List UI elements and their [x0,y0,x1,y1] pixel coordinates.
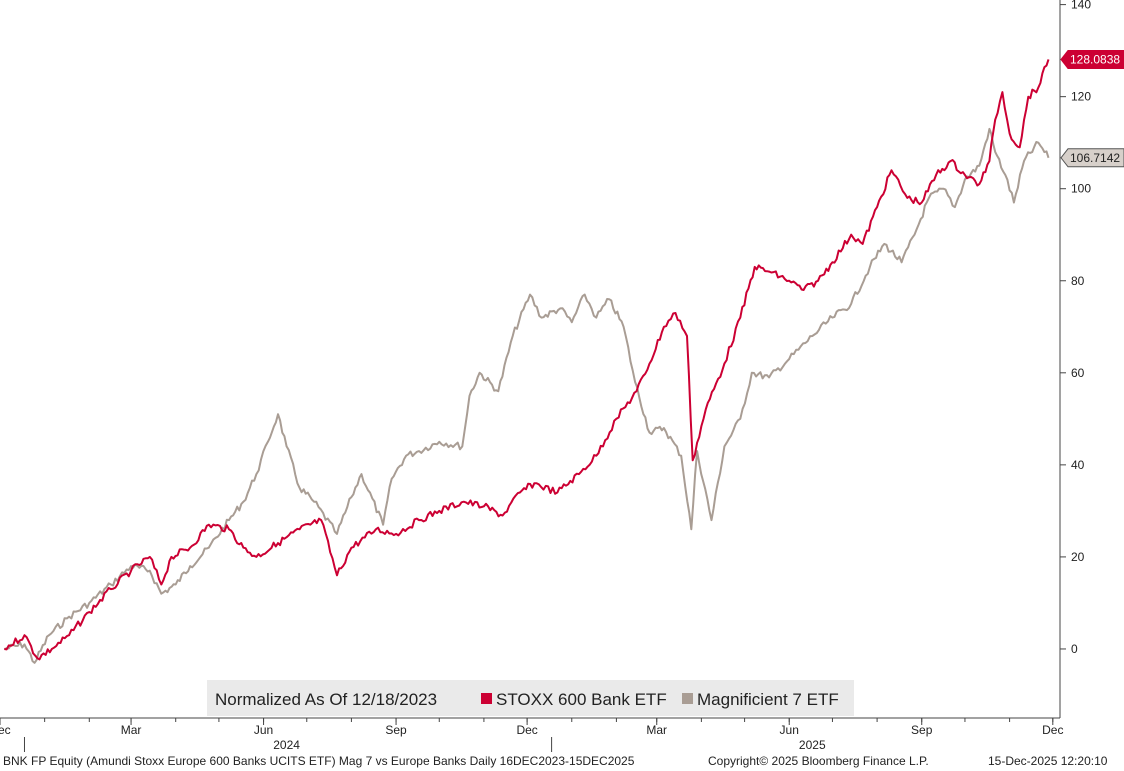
legend-swatch-stoxx [481,693,492,704]
x-tick-label: Dec [1042,723,1063,737]
last-value-tag-stoxx [1060,49,1124,69]
footer-right: 15-Dec-2025 12:20:10 [988,754,1108,768]
series-line-mag7 [4,127,1050,664]
x-tick-label: Jun [780,723,799,737]
footer-center: Copyright© 2025 Bloomberg Finance L.P. [708,754,929,768]
legend-label-mag7: Magnificient 7 ETF [697,690,839,709]
series-line-stoxx [4,59,1050,661]
legend-swatch-mag7 [682,693,693,704]
legend-title: Normalized As Of 12/18/2023 [215,690,437,709]
last-value-tag-mag7 [1060,148,1124,168]
x-tick-label: Dec [0,723,11,737]
legend-label-stoxx: STOXX 600 Bank ETF [496,690,667,709]
y-tick-label: 100 [1071,182,1091,196]
x-tick-label: Sep [385,723,407,737]
y-tick-label: 140 [1071,0,1091,12]
legend: Normalized As Of 12/18/2023 STOXX 600 Ba… [207,680,854,716]
legend-background [207,680,854,716]
last-value-label-mag7: 106.7142 [1070,151,1120,165]
x-tick-label: Dec [516,723,537,737]
last-value-label-stoxx: 128.0838 [1070,52,1120,66]
y-tick-label: 0 [1071,642,1078,656]
year-label: 2025 [799,738,826,752]
footer-left: BNK FP Equity (Amundi Stoxx Europe 600 B… [3,754,635,768]
last-value-tags: 106.7142 128.0838 [1060,49,1124,168]
series-layer [4,59,1050,664]
y-tick-label: 120 [1071,90,1091,104]
x-axis-ticks: Dec Mar Jun Sep Dec Mar Jun Sep Dec 2024 2025 [0,718,1063,752]
x-tick-label: Sep [911,723,933,737]
y-axis-ticks: 140 120 100 80 60 40 20 0 [1060,0,1091,656]
x-tick-label: Mar [121,723,142,737]
x-tick-label: Mar [646,723,667,737]
y-tick-label: 40 [1071,458,1085,472]
y-tick-label: 60 [1071,366,1085,380]
y-tick-label: 80 [1071,274,1085,288]
x-tick-label: Jun [254,723,273,737]
year-label: 2024 [273,738,300,752]
y-tick-label: 20 [1071,550,1085,564]
